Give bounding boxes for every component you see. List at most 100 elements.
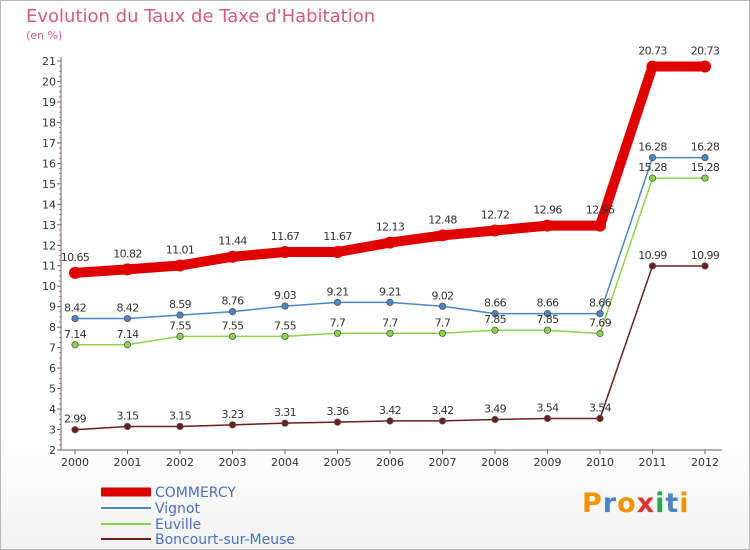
y-tick-label: 7 <box>49 342 56 355</box>
data-label: 7.7 <box>330 316 346 329</box>
data-point <box>123 422 132 431</box>
data-label: 12.48 <box>428 213 457 226</box>
data-label: 11.01 <box>166 244 195 257</box>
data-point <box>281 302 289 310</box>
data-label: 9.21 <box>379 285 401 298</box>
legend-item: Boncourt-sur-Meuse <box>101 532 295 548</box>
data-point <box>71 341 79 349</box>
data-label: 10.99 <box>691 249 720 262</box>
x-tick-label: 2005 <box>324 456 352 469</box>
data-point <box>69 266 81 279</box>
data-label: 8.66 <box>484 297 507 310</box>
data-point <box>71 314 79 323</box>
y-tick-label: 14 <box>42 198 56 211</box>
data-point <box>701 262 709 270</box>
data-label: 7.85 <box>536 313 559 326</box>
data-label: 10.82 <box>113 247 142 260</box>
data-label: 20.73 <box>691 45 720 58</box>
logo-letter: i <box>655 488 666 519</box>
data-label: 15.28 <box>638 161 667 174</box>
data-label: 8.42 <box>116 302 138 315</box>
data-point <box>438 302 447 310</box>
data-label: 16.28 <box>638 141 667 154</box>
data-point <box>333 298 342 306</box>
data-point <box>281 332 289 340</box>
logo-letter: x <box>636 488 656 519</box>
data-point <box>594 219 606 232</box>
data-point <box>226 250 239 263</box>
data-point <box>701 154 709 162</box>
data-point <box>333 418 342 426</box>
data-label: 8.66 <box>589 297 612 310</box>
data-point <box>491 310 499 318</box>
data-label: 8.59 <box>169 298 192 311</box>
data-point <box>648 154 657 162</box>
data-label: 3.23 <box>221 408 244 421</box>
x-tick-label: 2007 <box>429 456 457 469</box>
series-euville <box>71 174 709 349</box>
y-tick-label: 10 <box>42 280 56 293</box>
data-point <box>491 326 499 334</box>
data-label: 9.02 <box>431 289 453 302</box>
data-point <box>438 329 447 337</box>
data-point <box>543 310 552 318</box>
chart-title: Evolution du Taux de Taxe d'Habitation <box>26 6 376 27</box>
data-point <box>646 60 659 73</box>
data-label: 11.44 <box>218 235 247 248</box>
legend-item: COMMERCY <box>101 485 236 501</box>
legend-label: COMMERCY <box>155 485 236 501</box>
y-tick-label: 8 <box>49 321 56 334</box>
series-vignot <box>71 154 709 323</box>
data-point <box>228 332 237 340</box>
y-axis-unit: (en %) <box>26 29 63 42</box>
series-layer: 2.99 3.15 3.15 3.23 3.31 3.36 3.42 3.42 3.49 3.54… <box>61 45 720 434</box>
y-tick-label: 17 <box>42 137 56 150</box>
data-point <box>596 310 604 318</box>
y-tick-label: 16 <box>42 157 56 170</box>
data-point <box>71 426 79 434</box>
data-point <box>386 298 394 306</box>
data-label: 10.99 <box>638 249 667 262</box>
data-point <box>333 329 342 337</box>
x-tick-label: 2010 <box>586 456 614 469</box>
logo-letter: i <box>679 488 690 519</box>
data-point <box>491 415 499 424</box>
series-boncourt-sur-meuse <box>71 262 709 434</box>
data-point <box>648 262 657 270</box>
data-point <box>386 329 394 337</box>
data-point <box>176 422 184 431</box>
data-label: 12.13 <box>376 221 405 234</box>
data-point <box>174 259 186 272</box>
y-tick-label: 5 <box>49 383 56 396</box>
y-tick-label: 3 <box>49 424 56 437</box>
data-label: 3.54 <box>536 401 559 414</box>
x-tick-label: 2009 <box>534 456 562 469</box>
data-label: 7.7 <box>382 316 398 329</box>
x-tick-label: 2002 <box>166 456 194 469</box>
data-label: 8.42 <box>64 302 86 315</box>
x-tick-label: 2000 <box>61 456 89 469</box>
x-tick-label: 2008 <box>481 456 509 469</box>
data-point <box>331 246 344 259</box>
data-point <box>596 329 604 338</box>
data-point <box>123 341 132 349</box>
x-tick-label: 2004 <box>271 456 299 469</box>
x-tick-label: 2011 <box>639 456 667 469</box>
data-label: 11.67 <box>323 230 352 243</box>
data-label: 3.15 <box>116 409 139 422</box>
logo-letter: t <box>665 488 680 519</box>
data-label: 20.73 <box>638 45 667 58</box>
y-tick-label: 11 <box>42 260 56 273</box>
data-point <box>543 326 552 334</box>
y-tick-label: 19 <box>42 96 56 109</box>
y-tick-labels: 2 3 4 5 6 7 8 9 10 11 12 13 14 15 16 17 18 19 20 21 <box>42 55 56 457</box>
data-point <box>648 174 657 182</box>
legend-label: Euville <box>155 517 201 533</box>
data-point <box>699 60 711 73</box>
data-point <box>279 246 291 259</box>
data-label: 3.42 <box>431 404 453 417</box>
data-label: 7.55 <box>221 319 244 332</box>
series-commercy <box>69 60 711 279</box>
data-point <box>543 414 552 423</box>
